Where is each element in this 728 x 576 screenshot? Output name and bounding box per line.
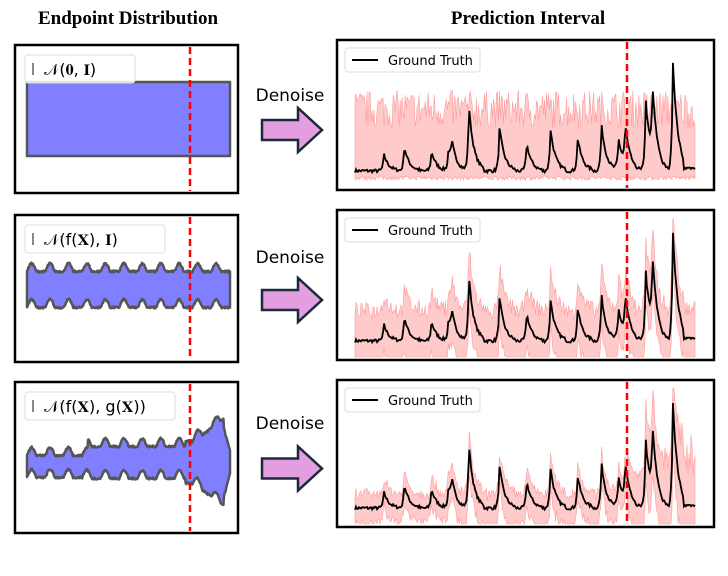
endpoint-band-2 xyxy=(25,261,232,310)
interval-legend-box-2 xyxy=(344,217,481,243)
denoise-arrow-icon-2 xyxy=(260,275,324,325)
interval-legend-label-2: Ground Truth xyxy=(388,224,473,239)
interval-legend-label-1: Ground Truth xyxy=(388,54,473,69)
endpoint-band-1 xyxy=(25,80,232,158)
left-column-title: Endpoint Distribution xyxy=(37,8,219,29)
prediction-interval-band-2 xyxy=(354,217,696,358)
denoise-label-2: Denoise xyxy=(255,248,325,268)
endpoint-legend-label-2: 𝒩(f(𝐗), 𝐈) xyxy=(44,230,118,249)
endpoint-legend-box-2 xyxy=(24,224,166,254)
endpoint-legend-label-1: 𝒩(𝟎, 𝐈) xyxy=(44,60,96,79)
endpoint-legend-box-1 xyxy=(24,54,136,84)
ground-truth-line-2 xyxy=(354,232,696,345)
endpoint-legend-box-3 xyxy=(24,391,176,421)
denoise-label-1: Denoise xyxy=(255,86,325,106)
interval-legend-label-3: Ground Truth xyxy=(388,394,473,409)
denoise-arrow-icon-3 xyxy=(260,443,324,494)
ground-truth-line-3 xyxy=(354,402,696,512)
prediction-interval-band-1 xyxy=(354,89,696,182)
prediction-interval-band-3 xyxy=(354,387,696,525)
right-column-title: Prediction Interval xyxy=(450,8,606,29)
ground-truth-line-1 xyxy=(354,62,696,175)
endpoint-band-3 xyxy=(25,415,232,507)
endpoint-legend-label-3: 𝒩(f(𝐗), g(𝐗)) xyxy=(44,397,146,416)
denoise-arrow-icon-1 xyxy=(260,105,324,155)
denoise-label-3: Denoise xyxy=(255,414,325,434)
interval-legend-box-1 xyxy=(344,47,481,73)
interval-legend-box-3 xyxy=(344,387,481,413)
